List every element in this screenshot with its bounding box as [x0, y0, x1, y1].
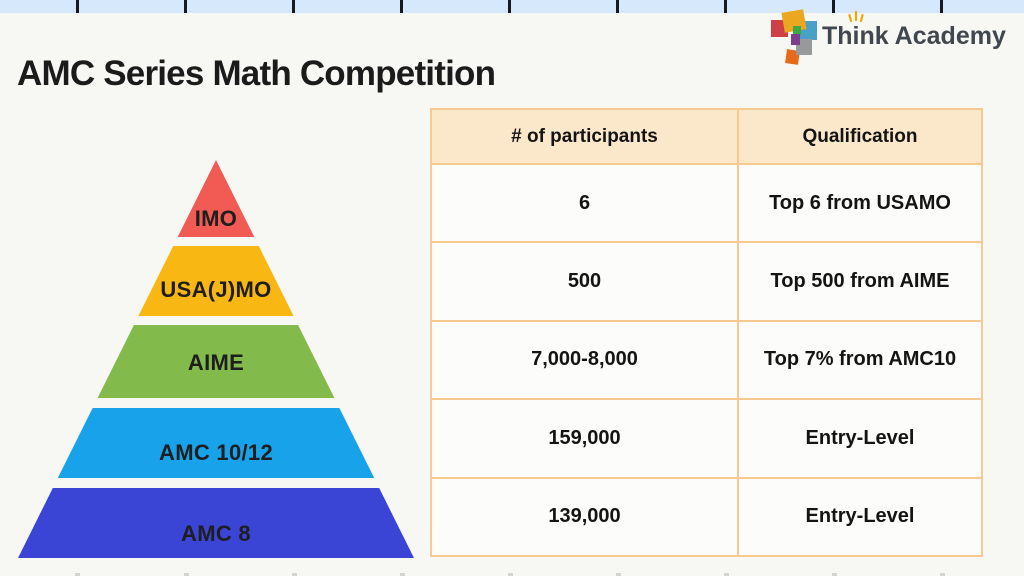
ruler-tick — [76, 0, 79, 13]
spark-icon — [848, 10, 864, 22]
logo-wordmark: Think Academy — [822, 22, 1006, 50]
ruler-tick — [724, 573, 729, 576]
ruler-tick — [832, 573, 837, 576]
ruler-tick — [508, 573, 513, 576]
pyramid-level-imo: IMO — [18, 160, 414, 237]
ruler-tick — [292, 573, 297, 576]
competition-pyramid: IMO USA(J)MO AIME AMC 10/12 AMC 8 — [18, 160, 414, 558]
pyramid-level-usajmo: USA(J)MO — [18, 246, 414, 316]
page-title: AMC Series Math Competition — [17, 54, 496, 93]
logo-square-green-icon — [793, 26, 801, 35]
pyramid-level-label: AIME — [187, 349, 245, 375]
pyramid-level-amc1012: AMC 10/12 — [18, 408, 414, 478]
participants-qualification-table: # of participants Qualification 6 Top 6 … — [430, 108, 983, 557]
pyramid-level-amc8: AMC 8 — [18, 488, 414, 558]
ruler-tick — [184, 0, 187, 13]
ruler-tick — [616, 573, 621, 576]
table-cell-participants: 159,000 — [432, 400, 737, 477]
top-ruler-strip — [0, 0, 1024, 13]
ruler-tick — [724, 0, 727, 13]
table-cell-participants: 139,000 — [432, 478, 737, 555]
table-cell-participants: 7,000-8,000 — [432, 321, 737, 399]
pyramid-level-label: AMC 10/12 — [159, 440, 273, 465]
ruler-tick — [940, 0, 943, 13]
table-cell-qualification: Top 500 from AIME — [739, 243, 981, 320]
ruler-tick — [184, 573, 189, 576]
ruler-tick — [940, 573, 945, 576]
table-header-qualification: Qualification — [739, 110, 981, 163]
think-academy-logo: Think Academy — [768, 8, 1018, 68]
ruler-tick — [400, 573, 405, 576]
table-cell-qualification: Entry-Level — [739, 400, 981, 477]
bottom-ruler-strip — [0, 571, 1024, 576]
logo-square-purple-icon — [791, 34, 800, 45]
logo-square-gray-icon — [796, 39, 812, 55]
pyramid-level-label: IMO — [194, 206, 238, 231]
ruler-tick — [292, 0, 295, 13]
table-cell-qualification: Top 6 from USAMO — [739, 165, 981, 242]
pyramid-level-label: USA(J)MO — [160, 277, 272, 302]
pyramid-level-label: AMC 8 — [181, 521, 251, 546]
ruler-tick — [508, 0, 511, 13]
ruler-tick — [75, 573, 80, 576]
table-header-participants: # of participants — [432, 110, 737, 163]
table-cell-qualification: Top 7% from AMC10 — [739, 321, 981, 399]
table-cell-participants: 500 — [432, 243, 737, 320]
table-cell-participants: 6 — [432, 165, 737, 242]
ruler-tick — [616, 0, 619, 13]
ruler-tick — [832, 0, 835, 13]
ruler-tick — [400, 0, 403, 13]
table-cell-qualification: Entry-Level — [739, 478, 981, 555]
pyramid-level-aime: AIME — [18, 325, 414, 398]
